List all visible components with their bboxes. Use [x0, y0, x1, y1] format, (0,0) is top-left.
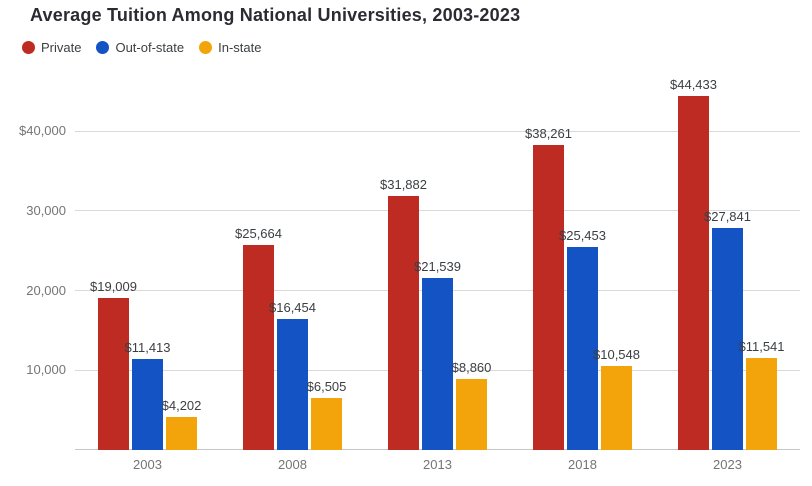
- bar-group-2008: $25,664 $16,454 $6,505 2008: [220, 131, 365, 472]
- y-axis-tick-label: 10,000: [26, 362, 66, 378]
- bar-out-of-state-2023[interactable]: $27,841: [704, 209, 751, 450]
- x-axis-tick-label: 2013: [423, 457, 452, 472]
- legend-item-private[interactable]: Private: [22, 40, 81, 55]
- bar-group-2003: $19,009 $11,413 $4,202 2003: [75, 131, 220, 472]
- x-axis-tick-label: 2018: [568, 457, 597, 472]
- legend-item-out-of-state[interactable]: Out-of-state: [96, 40, 184, 55]
- bar-group-2018: $38,261 $25,453 $10,548 2018: [510, 126, 655, 472]
- bar-value-label: $31,882: [380, 176, 427, 192]
- y-axis-tick-label: $40,000: [19, 123, 66, 138]
- bar-value-label: $11,541: [738, 339, 785, 354]
- bar-value-label: $19,009: [90, 279, 137, 295]
- bar-in-state-2023[interactable]: $11,541: [738, 339, 785, 450]
- gridline: [75, 130, 800, 132]
- bar-in-state-2013[interactable]: $8,860: [452, 360, 491, 450]
- bar-value-label: $10,548: [593, 346, 640, 362]
- x-axis-tick-label: 2003: [133, 457, 162, 472]
- bar-in-state-2018[interactable]: $10,548: [593, 347, 640, 450]
- bar-group-2013: $31,882 $21,539 $8,860 2013: [365, 131, 510, 472]
- legend-label: Private: [41, 40, 82, 55]
- y-axis-tick-label: 20,000: [26, 282, 66, 298]
- bar-value-label: $8,860: [451, 360, 492, 376]
- bar-out-of-state-2018[interactable]: $25,453: [559, 228, 606, 450]
- bar-value-label: $38,261: [525, 125, 572, 141]
- bar-private-2023[interactable]: $44,433: [670, 77, 717, 450]
- bar-out-of-state-2008[interactable]: $16,454: [269, 300, 316, 450]
- legend: Private Out-of-state In-state: [22, 40, 261, 55]
- bar-value-label: $16,454: [269, 299, 316, 315]
- bar-out-of-state-2003[interactable]: $11,413: [124, 340, 171, 450]
- plot-area: 10,000 20,000 30,000 $40,000 $19,009 $11,413 $…: [19, 77, 800, 472]
- bar-group-2023: $44,433 $27,841 $11,541 2023: [655, 77, 800, 472]
- bar-private-2018[interactable]: $38,261: [525, 126, 572, 450]
- bar-out-of-state-2013[interactable]: $21,539: [414, 259, 461, 450]
- x-axis-tick-label: 2023: [713, 457, 742, 472]
- chart-title: Average Tuition Among National Universit…: [30, 5, 521, 25]
- bar-value-label: $21,539: [414, 259, 461, 275]
- bar-value-label: $11,413: [124, 340, 171, 355]
- legend-label: Out-of-state: [115, 40, 185, 55]
- bar-in-state-2008[interactable]: $6,505: [307, 379, 346, 450]
- legend-label: In-state: [218, 40, 262, 55]
- bar-value-label: $27,841: [704, 209, 751, 224]
- bar-value-label: $6,505: [306, 379, 347, 395]
- legend-swatch-icon: [96, 41, 110, 54]
- x-axis-tick-label: 2008: [278, 457, 307, 472]
- bar-value-label: $44,433: [670, 76, 717, 92]
- bar-private-2003[interactable]: $19,009: [90, 279, 137, 450]
- legend-swatch-icon: [199, 41, 213, 54]
- legend-swatch-icon: [22, 41, 35, 54]
- bar-in-state-2003[interactable]: $4,202: [162, 398, 201, 450]
- legend-item-in-state[interactable]: In-state: [199, 40, 261, 55]
- bar-private-2013[interactable]: $31,882: [380, 177, 427, 450]
- bar-value-label: $25,453: [559, 228, 606, 243]
- bar-private-2008[interactable]: $25,664: [235, 226, 282, 450]
- gridline: [75, 210, 800, 212]
- bar-value-label: $4,202: [161, 397, 202, 413]
- bar-value-label: $25,664: [235, 226, 282, 242]
- y-axis-tick-label: 30,000: [26, 202, 66, 218]
